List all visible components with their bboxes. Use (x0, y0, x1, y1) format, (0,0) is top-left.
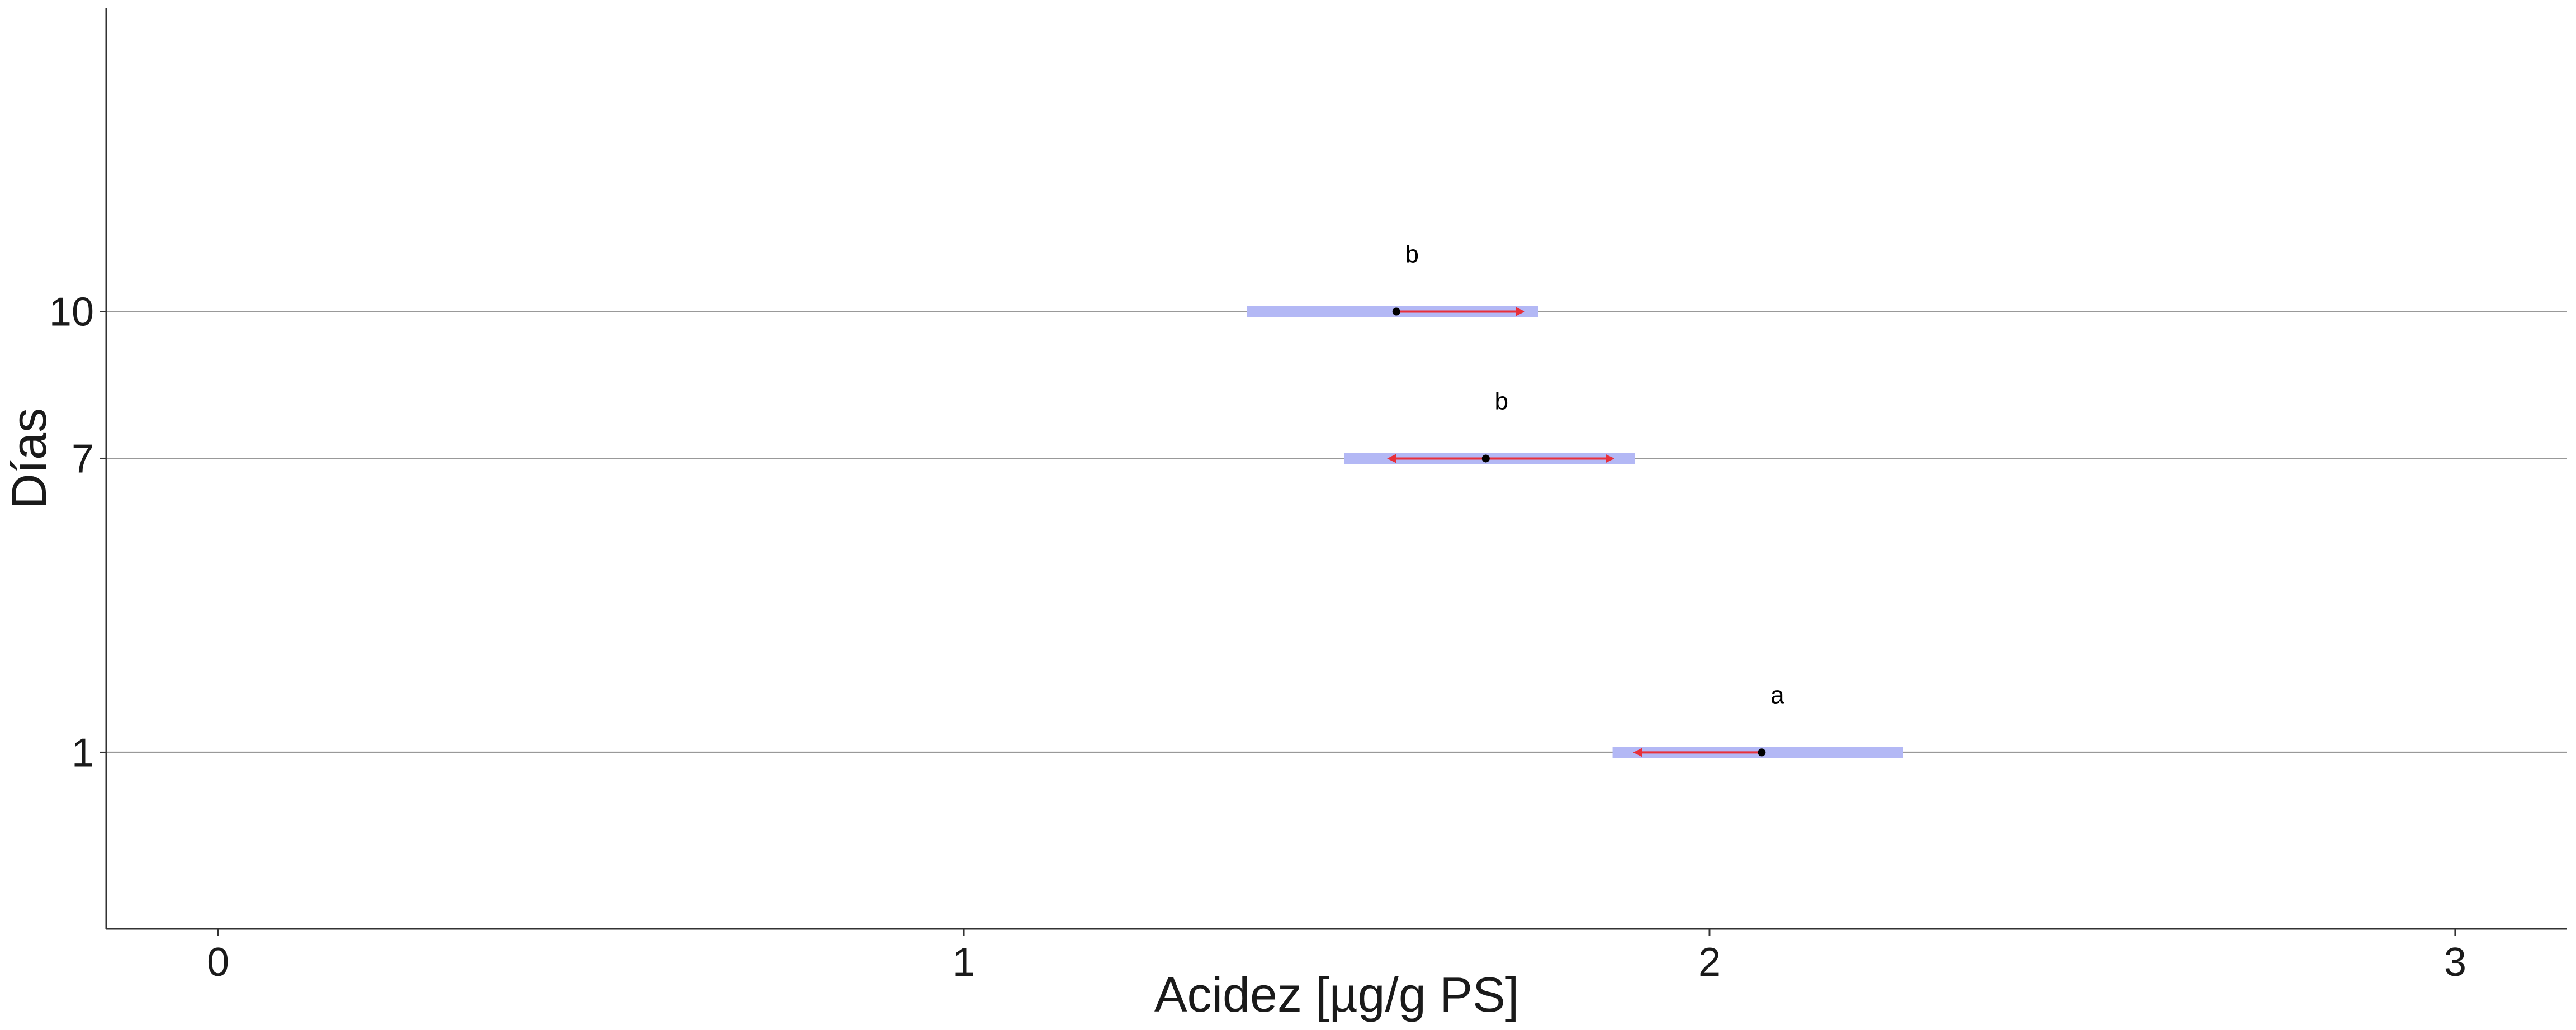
group-letter-dias-1: a (1770, 681, 1784, 709)
y-axis-title: Días (1, 408, 56, 509)
x-axis-title: Acidez [µg/g PS] (1154, 967, 1519, 1022)
y-tick-label-10: 10 (49, 289, 94, 334)
mean-point-dias-10 (1392, 307, 1400, 316)
x-tick-label-0: 0 (207, 940, 229, 985)
y-tick-label-1: 1 (72, 730, 94, 775)
gridlines (106, 310, 2567, 753)
mean-point-dias-7 (1481, 454, 1490, 463)
mean-point-dias-1 (1758, 748, 1766, 757)
y-tick-label-7: 7 (72, 436, 94, 481)
x-tick-label-3: 3 (2444, 940, 2466, 985)
x-tick-label-1: 1 (953, 940, 975, 985)
axes (100, 8, 2567, 936)
group-letter-dias-10: b (1405, 240, 1418, 268)
group-letter-dias-7: b (1495, 387, 1508, 415)
x-tick-label-2: 2 (1698, 940, 1721, 985)
axis-labels: 1 7 10 0 1 2 3 (49, 289, 2466, 985)
chart-marks: b b a (1247, 240, 1903, 758)
